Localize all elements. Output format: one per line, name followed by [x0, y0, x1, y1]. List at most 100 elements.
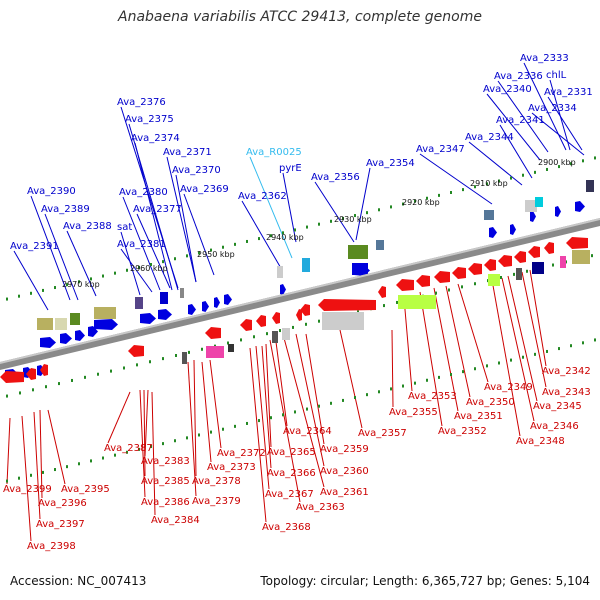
scale-dot [66, 465, 68, 469]
guide-line [44, 213, 79, 301]
feature-box [94, 307, 116, 319]
forward-gene-label: Ava_2333 [520, 53, 569, 64]
scale-dot [342, 216, 344, 220]
scale-dot [402, 384, 404, 388]
feature-box [228, 344, 234, 352]
forward-gene [158, 309, 172, 320]
scale-dot [71, 378, 73, 382]
scale-dot [366, 211, 368, 215]
forward-gene [94, 319, 118, 330]
guide-line [491, 279, 521, 437]
scale-dot [123, 366, 125, 370]
scale-dot [222, 427, 224, 431]
scale-dot [6, 479, 8, 483]
reverse-gene-label: Ava_2385 [141, 476, 190, 487]
scale-ticks [6, 156, 596, 483]
guide-line [175, 174, 197, 283]
feature-box [572, 250, 590, 264]
scale-tick-label: 2970 kbp [62, 280, 100, 289]
scale-dot [498, 179, 500, 183]
scale-dot [270, 416, 272, 420]
backbone-highlight [0, 218, 600, 364]
guide-line [66, 230, 97, 297]
guide-line [143, 389, 146, 477]
reverse-gene [396, 279, 414, 291]
forward-gene [188, 304, 196, 315]
scale-dot [253, 335, 255, 339]
guide-lines [6, 62, 585, 542]
feature-box [272, 331, 278, 343]
guide-line [305, 333, 325, 445]
forward-gene-label: sat [117, 222, 132, 233]
forward-gene [224, 294, 232, 305]
scale-tick-label: 2910 kbp [470, 179, 508, 188]
reverse-gene-label: Ava_2350 [466, 397, 515, 408]
reverse-gene-label: Ava_2368 [262, 522, 311, 533]
scale-dot [450, 191, 452, 194]
forward-gene-label: chlL [546, 70, 567, 81]
reverse-gene-label: Ava_2353 [408, 391, 457, 402]
genome-summary-text: Topology: circular; Length: 6,365,727 bp… [260, 574, 590, 588]
feature-box [302, 258, 310, 272]
scale-dot [522, 355, 524, 359]
scale-dot [138, 447, 140, 451]
forward-gene-label: Ava_2334 [528, 103, 577, 114]
feature-box [277, 266, 283, 278]
reverse-gene-label: Ava_2386 [141, 497, 190, 508]
guide-line [249, 347, 267, 523]
reverse-gene [256, 315, 266, 327]
scale-dot [426, 378, 428, 382]
feature-box [182, 352, 187, 364]
scale-dot [486, 364, 488, 368]
guide-line [314, 181, 355, 243]
reverse-gene-label: Ava_2360 [320, 466, 369, 477]
scale-dot [294, 228, 296, 232]
scale-dot [150, 445, 152, 448]
reverse-gene [0, 371, 24, 383]
scale-dot [498, 361, 500, 365]
scale-dot [513, 272, 515, 276]
scale-dot [378, 208, 380, 212]
reverse-gene [296, 309, 302, 321]
scale-dot [198, 251, 200, 255]
feature-box [160, 292, 168, 304]
reverse-gene [128, 345, 144, 357]
scale-dot [162, 442, 164, 446]
forward-gene-label: Ava_2371 [163, 147, 212, 158]
guide-line [134, 142, 173, 291]
scale-dot [318, 319, 320, 323]
reverse-gene-label: Ava_2383 [141, 456, 190, 467]
forward-gene [202, 301, 209, 312]
reverse-gene-label: Ava_2398 [27, 541, 76, 552]
scale-dot [136, 363, 138, 367]
guide-line [151, 391, 156, 516]
feature-box [37, 318, 53, 330]
guide-line [433, 287, 459, 412]
scale-dot [546, 167, 548, 171]
scale-dot [227, 341, 229, 345]
forward-gene-label: pyrE [279, 163, 302, 174]
reverse-gene [468, 263, 482, 275]
scale-dot [198, 433, 200, 437]
scale-dot [45, 385, 47, 389]
reverse-gene-label: Ava_2345 [533, 401, 582, 412]
reverse-gene-label: Ava_2342 [542, 366, 591, 377]
scale-dot [330, 401, 332, 405]
guide-line [457, 283, 489, 383]
scale-dot [174, 257, 176, 261]
forward-gene [40, 337, 56, 348]
feature-box [322, 312, 364, 330]
scale-dot [234, 424, 236, 428]
scale-dot [126, 450, 128, 454]
forward-gene [280, 284, 286, 295]
guide-line [193, 359, 197, 477]
scale-dot [294, 410, 296, 414]
scale-dot [354, 214, 356, 218]
reverse-gene [318, 299, 376, 311]
reverse-gene-label: Ava_2355 [389, 407, 438, 418]
scale-dot [594, 338, 596, 342]
scale-dot [591, 254, 593, 258]
scale-dot [84, 375, 86, 379]
scale-dot [305, 322, 307, 326]
